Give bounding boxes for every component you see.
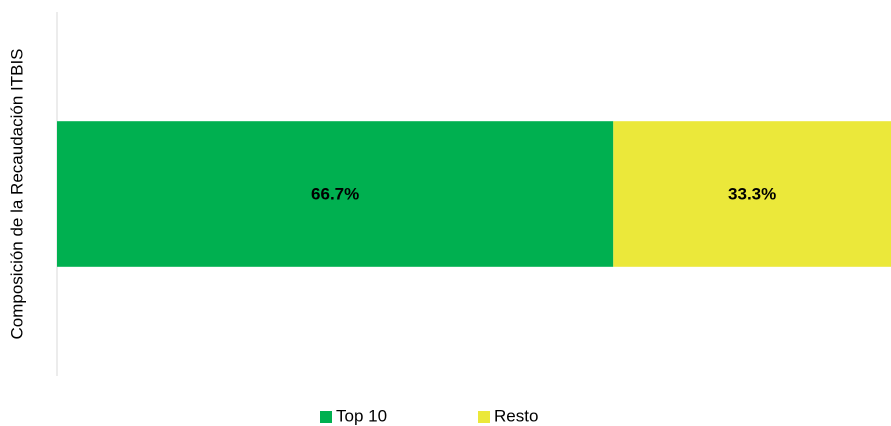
bar-segment <box>57 121 614 267</box>
legend-swatch <box>320 411 332 423</box>
legend-swatch <box>478 411 490 423</box>
bar-segment <box>613 121 891 267</box>
y-axis-label: Composición de la Recaudación ITBIS <box>7 48 26 339</box>
data-label: 66.7% <box>311 184 359 203</box>
legend-label: Resto <box>494 406 538 425</box>
legend-label: Top 10 <box>336 406 387 425</box>
data-label: 33.3% <box>728 184 776 203</box>
